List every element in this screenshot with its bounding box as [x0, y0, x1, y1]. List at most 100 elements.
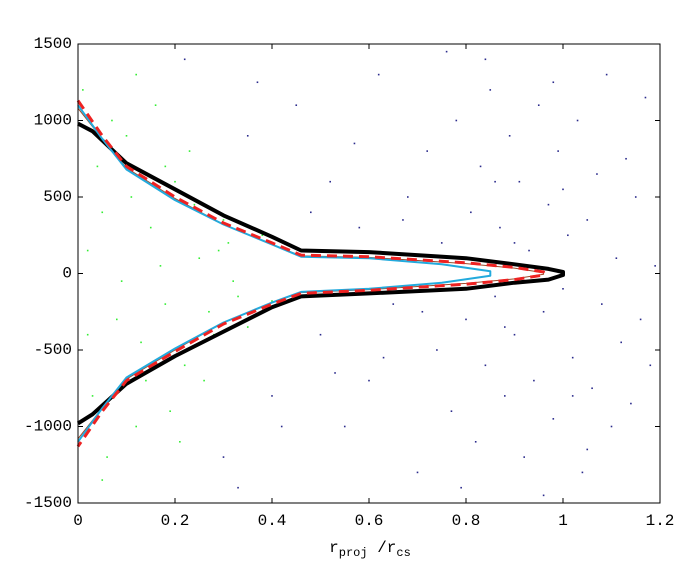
- scatter-point: [135, 73, 137, 76]
- scatter-point: [319, 333, 322, 336]
- scatter-point: [634, 196, 637, 198]
- scatter-point: [615, 257, 618, 259]
- scatter-point: [310, 211, 312, 214]
- scatter-point: [271, 300, 273, 302]
- scatter-point: [334, 372, 336, 374]
- plot-frame: [77, 43, 661, 504]
- scatter-point: [140, 341, 142, 344]
- scatter-point: [596, 173, 598, 175]
- scatter-point: [474, 441, 477, 443]
- x-tick-label: 0: [73, 512, 83, 530]
- scatter-point: [625, 157, 627, 160]
- caustic-line: [77, 107, 545, 440]
- scatter-point: [479, 165, 482, 168]
- scatter-point: [407, 196, 409, 198]
- plot-area: [76, 50, 656, 497]
- scatter-point: [552, 81, 555, 84]
- scatter-point: [460, 486, 462, 489]
- x-axis-label: rproj /rcs: [329, 539, 411, 560]
- scatter-point: [504, 326, 506, 328]
- scatter-point: [353, 142, 356, 145]
- scatter-point: [237, 486, 239, 489]
- scatter-point: [232, 280, 234, 282]
- scatter-point: [271, 395, 273, 397]
- scatter-point: [528, 249, 530, 252]
- scatter-point: [416, 471, 419, 474]
- scatter-point: [542, 494, 545, 497]
- scatter-point: [193, 203, 196, 206]
- scatter-point: [547, 203, 550, 206]
- scatter-point: [101, 479, 104, 481]
- x-tick-label: 0.8: [452, 512, 481, 530]
- scatter-point: [630, 402, 632, 405]
- y-tick-label: -1000: [24, 418, 72, 436]
- scatter-point: [639, 318, 642, 321]
- scatter-point: [470, 211, 472, 214]
- scatter-point: [649, 364, 652, 367]
- scatter-point: [508, 135, 511, 137]
- scatter-point: [382, 356, 385, 359]
- scatter-point: [246, 326, 249, 328]
- x-label-part: /r: [368, 539, 397, 557]
- scatter-point: [86, 333, 89, 336]
- scatter-point: [571, 356, 574, 359]
- scatter-point: [125, 135, 128, 137]
- scatter-point: [188, 150, 191, 152]
- x-label-sub: cs: [396, 546, 410, 560]
- x-tick-label: 0.4: [258, 512, 287, 530]
- y-tick-label: 1000: [34, 112, 72, 130]
- scatter-point: [135, 425, 137, 428]
- scatter-point: [203, 379, 205, 382]
- scatter-point: [601, 303, 603, 305]
- scatter-point: [256, 81, 259, 84]
- scatter-point: [402, 219, 404, 221]
- scatter-point: [562, 188, 564, 191]
- scatter-point: [537, 104, 540, 106]
- x-tick-label: 0.6: [355, 512, 384, 530]
- scatter-point: [533, 379, 535, 382]
- scatter-point: [198, 257, 201, 259]
- scatter-point: [222, 456, 225, 458]
- scatter-point: [552, 418, 555, 420]
- x-tick-label: 1: [558, 512, 568, 530]
- scatter-point: [484, 364, 487, 367]
- scatter-point: [145, 379, 147, 382]
- scatter-point: [494, 180, 496, 183]
- scatter-point: [130, 196, 133, 198]
- scatter-point: [169, 410, 171, 412]
- scatter-point: [644, 96, 647, 99]
- x-label-part: r: [329, 539, 339, 557]
- y-tick-label: -500: [34, 341, 72, 359]
- scatter-point: [586, 219, 589, 221]
- scatter-point: [392, 303, 395, 305]
- scatter-point: [343, 425, 346, 428]
- y-tick-label: -1500: [24, 494, 72, 512]
- scatter-point: [222, 219, 225, 221]
- scatter-point: [149, 226, 152, 229]
- scatter-point: [295, 104, 298, 106]
- scatter-point: [237, 295, 239, 298]
- scatter-point: [504, 395, 506, 397]
- caustic-line: [76, 99, 546, 448]
- scatter-point: [542, 310, 545, 313]
- scatter-point: [116, 318, 118, 321]
- scatter-point: [96, 165, 99, 168]
- scatter-point: [217, 249, 220, 252]
- scatter-point: [450, 410, 453, 412]
- scatter-point: [610, 425, 613, 428]
- scatter-point: [358, 226, 361, 229]
- scatter-point: [513, 333, 516, 336]
- scatter-point: [586, 448, 589, 451]
- y-tick-label: 500: [43, 188, 72, 206]
- scatter-point: [159, 265, 162, 267]
- scatter-point: [227, 242, 230, 244]
- scatter-point: [455, 119, 458, 122]
- scatter-point: [654, 265, 656, 267]
- scatter-point: [518, 180, 521, 183]
- scatter-point: [179, 441, 181, 443]
- y-tick-label: 0: [62, 265, 72, 283]
- x-label-sub: proj: [339, 546, 368, 560]
- scatter-point: [567, 234, 569, 237]
- scatter-point: [101, 211, 104, 214]
